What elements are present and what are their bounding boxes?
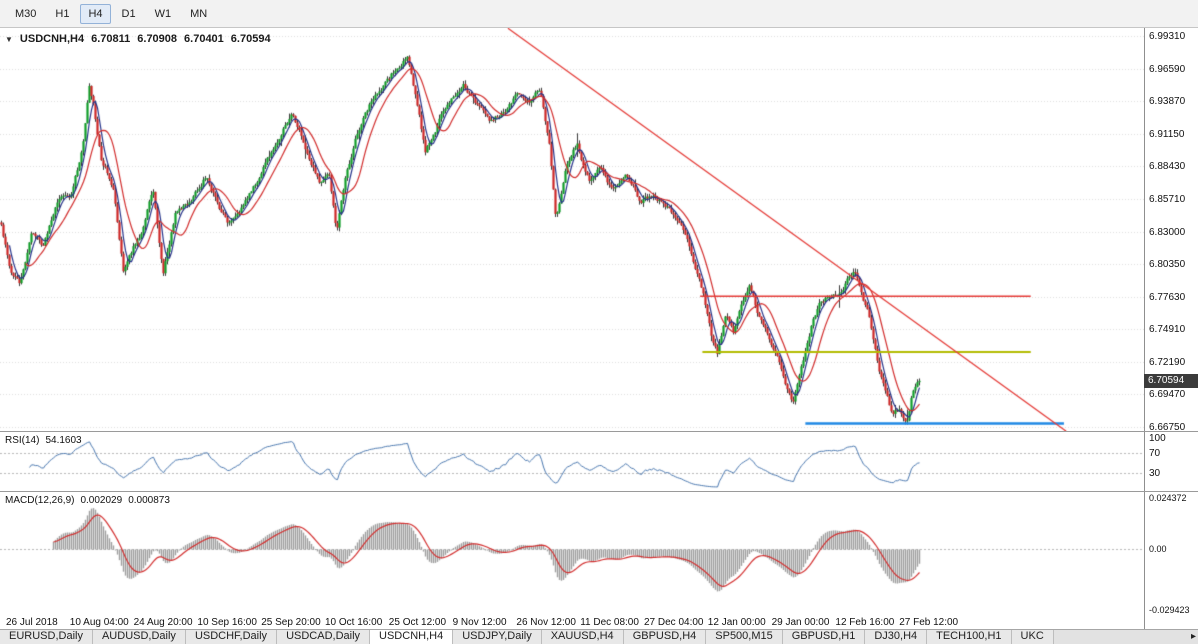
macd-label: MACD(12,26,9) 0.002029 0.000873 [5,495,170,506]
time-axis-label: 25 Oct 12:00 [388,617,447,628]
main-chart-panel: ▼ USDCNH,H4 6.70811 6.70908 6.70401 6.70… [0,28,1198,433]
time-axis-label: 10 Oct 16:00 [325,617,383,628]
macd-value-main: 0.002029 [80,495,123,506]
chart-tab-bar: EURUSD,Daily AUDUSD,Daily USDCHF,Daily USDC… [0,629,1198,644]
time-axis-label: 26 Nov 12:00 [516,617,576,628]
macd-panel: MACD(12,26,9) 0.002029 0.000873 0.024372… [0,492,1198,616]
axis-corner [1144,616,1198,629]
price-axis-label: 6.66750 [1149,422,1186,433]
time-axis-label: 24 Aug 20:00 [133,617,193,628]
ohlc-high: 6.70908 [137,33,178,45]
chart-symbol: USDCNH,H4 [19,33,85,45]
chart-tab-gbpusd-h1[interactable]: GBPUSD,H1 [782,630,866,644]
chart-tab-usdchf-daily[interactable]: USDCHF,Daily [185,630,278,644]
rsi-label: RSI(14) 54.1603 [5,435,82,446]
chart-tab-sp500-m15[interactable]: SP500,M15 [706,630,783,644]
rsi-panel: RSI(14) 54.1603 100 70 30 [0,432,1198,491]
time-axis-label: 10 Sep 16:00 [197,617,257,628]
timeframe-button-m30[interactable]: M30 [15,7,37,20]
time-axis-label: 12 Jan 00:00 [707,617,766,628]
chart-symbol-arrow-icon: ▼ [5,34,13,44]
price-axis-label: 6.91150 [1149,128,1185,140]
time-axis-label: 11 Dec 08:00 [580,617,639,628]
chart-tab-tech100-h1[interactable]: TECH100,H1 [927,630,1012,644]
time-axis-label: 29 Jan 00:00 [771,617,830,628]
current-price-badge: 6.70594 [1144,373,1198,388]
panel-divider [0,491,1198,492]
price-axis-label: 6.99310 [1149,31,1186,42]
timeframe-button-d1[interactable]: D1 [121,7,136,20]
price-axis-label: 6.83000 [1149,226,1186,238]
chart-tab-gbpusd-h4[interactable]: GBPUSD,H4 [623,630,707,644]
time-axis-label: 27 Dec 04:00 [644,617,704,628]
timeframe-button-h4[interactable]: H4 [80,3,111,24]
time-axis-label: 10 Aug 04:00 [69,617,129,628]
timeframe-buttons: M30 H1 H4 D1 W1 MN [7,3,218,24]
macd-value-signal: 0.000873 [128,495,170,506]
time-axis-label: 12 Feb 16:00 [835,617,895,628]
price-axis-label: 6.80350 [1149,259,1186,271]
timeframe-button-w1[interactable]: W1 [154,7,172,20]
ohlc-open: 6.70811 [91,33,131,45]
rsi-canvas[interactable] [0,432,1144,491]
price-axis-label: 6.93870 [1149,96,1186,108]
panel-divider [0,431,1198,432]
rsi-axis-label: 70 [1149,448,1161,459]
macd-axis-label: -0.029423 [1149,605,1190,615]
time-axis-label: 26 Jul 2018 [6,617,58,628]
time-axis[interactable]: 26 Jul 2018 10 Aug 04:00 24 Aug 20:00 10 Se… [0,616,1198,629]
timeframe-toolbar: M30 H1 H4 D1 W1 MN [0,0,1198,28]
ohlc-low: 6.70401 [184,33,224,45]
chart-tab-usdcnh-h4[interactable]: USDCNH,H4 [370,630,454,644]
chart-tab-dj30-h4[interactable]: DJ30,H4 [865,630,928,644]
chart-ohlc-label: ▼ USDCNH,H4 6.70811 6.70908 6.70401 6.70… [5,33,271,45]
chart-tab-ukc[interactable]: UKC [1011,630,1054,644]
price-axis-label: 6.69470 [1149,389,1186,401]
macd-axis-label: 0.00 [1149,543,1167,554]
chart-tab-usdjpy-daily[interactable]: USDJPY,Daily [453,630,542,644]
rsi-name: RSI(14) [5,435,40,446]
chart-tab-audusd-daily[interactable]: AUDUSD,Daily [92,630,186,644]
price-axis-label: 6.96590 [1149,63,1186,75]
chart-tab-usdcad-daily[interactable]: USDCAD,Daily [277,630,371,644]
price-axis-label: 6.72190 [1149,356,1186,368]
rsi-axis[interactable]: 100 70 30 [1144,432,1198,491]
time-axis-label: 27 Feb 12:00 [899,617,959,628]
price-axis-label: 6.88430 [1149,161,1186,173]
price-axis-label: 6.74910 [1149,324,1186,336]
rsi-axis-label: 30 [1149,468,1161,479]
macd-canvas[interactable] [0,492,1144,616]
chart-tab-eurusd-daily[interactable]: EURUSD,Daily [0,630,93,644]
chart-tab-xauusd-h4[interactable]: XAUUSD,H4 [541,630,624,644]
price-axis[interactable]: 6.99310 6.96590 6.93870 6.91150 6.88430 6.857… [1144,28,1198,433]
macd-name: MACD(12,26,9) [5,495,75,506]
time-axis-label: 9 Nov 12:00 [452,617,507,628]
tab-scroll-right-icon[interactable]: ▸ [1190,631,1196,642]
rsi-value: 54.1603 [45,435,82,446]
rsi-axis-label: 100 [1149,433,1166,444]
timeframe-button-mn[interactable]: MN [190,7,208,20]
price-axis-label: 6.85710 [1149,193,1186,205]
main-chart-canvas[interactable] [0,28,1144,431]
macd-axis-label: 0.024372 [1149,493,1187,503]
ohlc-close: 6.70594 [230,33,271,45]
price-axis-label: 6.77630 [1149,291,1186,303]
time-axis-label: 25 Sep 20:00 [261,617,321,628]
macd-axis[interactable]: 0.024372 0.00 -0.029423 [1144,492,1198,616]
timeframe-button-h1[interactable]: H1 [55,7,70,20]
